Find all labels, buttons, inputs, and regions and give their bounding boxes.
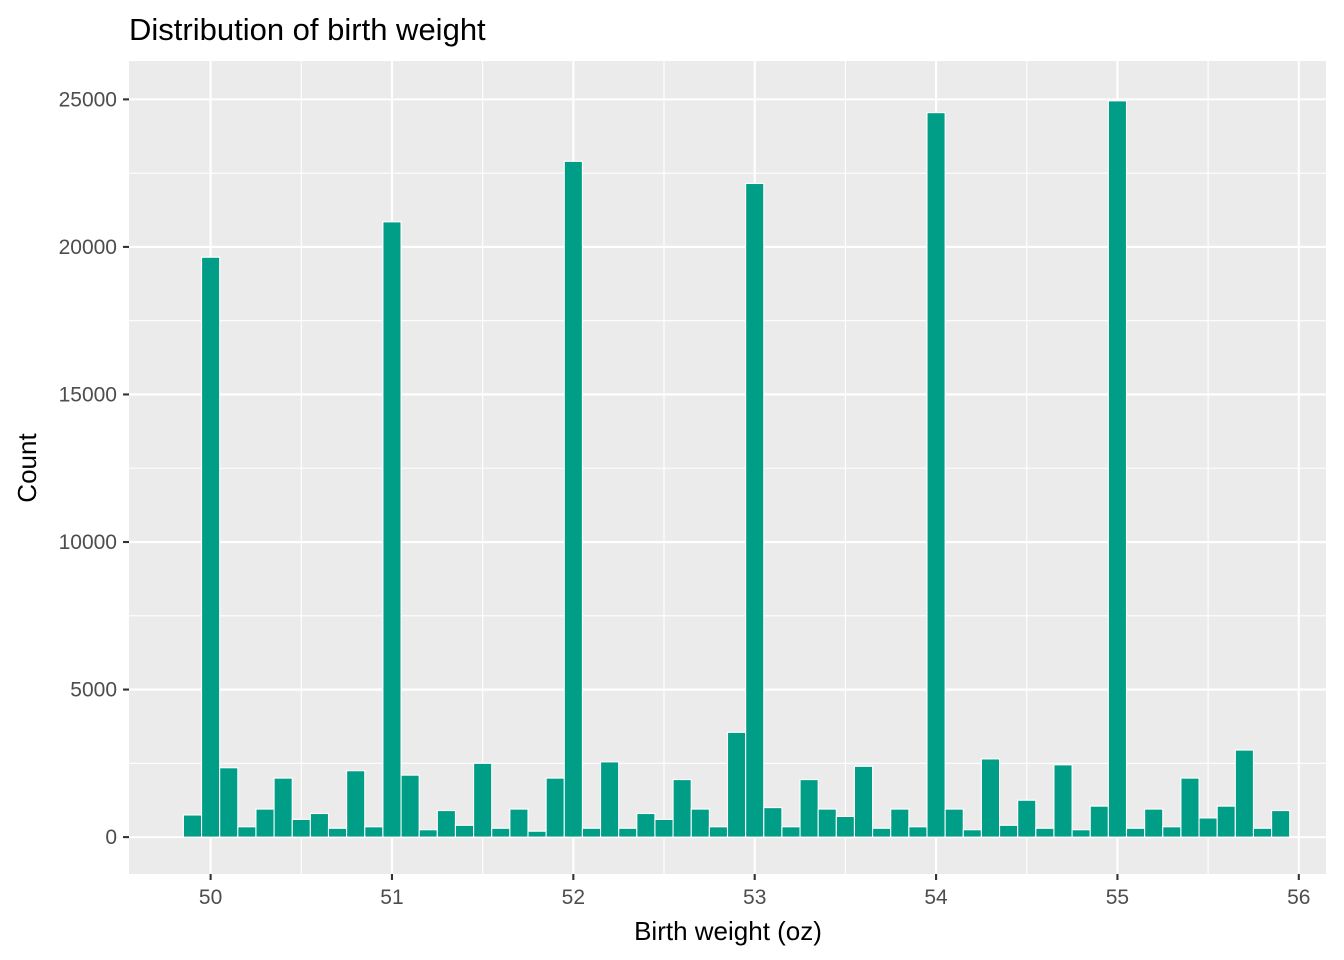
histogram-bar xyxy=(1089,805,1109,838)
histogram-bar xyxy=(1198,817,1218,838)
histogram-bar xyxy=(273,777,293,838)
histogram-bar xyxy=(291,818,311,838)
x-axis-title: Birth weight (oz) xyxy=(634,916,822,946)
y-axis-title: Count xyxy=(12,433,42,503)
chart-title: Distribution of birth weight xyxy=(129,12,486,47)
y-tick-label: 5000 xyxy=(70,679,117,702)
histogram-bar xyxy=(1053,764,1073,838)
histogram-bar xyxy=(237,826,257,838)
x-tick-label: 56 xyxy=(1287,886,1310,909)
histogram-bar xyxy=(998,824,1019,838)
histogram-bar xyxy=(382,221,402,838)
histogram-bar xyxy=(980,758,1001,838)
histogram-bar xyxy=(926,112,946,838)
x-tick-label: 55 xyxy=(1106,886,1129,909)
x-tick-label: 52 xyxy=(562,886,585,909)
histogram-bar xyxy=(255,808,275,838)
y-tick-label: 20000 xyxy=(59,236,117,259)
histogram-bar xyxy=(364,826,384,838)
histogram-bar xyxy=(1107,100,1128,838)
histogram-bar xyxy=(1252,827,1273,838)
histogram-bar xyxy=(890,808,910,838)
histogram-bar xyxy=(436,810,457,838)
histogram-bar xyxy=(1125,827,1146,838)
histogram-bar xyxy=(908,826,928,838)
histogram-bar xyxy=(454,824,475,838)
histogram-bar xyxy=(309,812,330,838)
histogram-bar xyxy=(654,818,674,838)
histogram-bar xyxy=(672,779,692,838)
x-axis: 50 51 52 53 54 55 56 xyxy=(199,874,1310,909)
histogram-bar xyxy=(835,815,856,838)
histogram-bar xyxy=(491,827,511,838)
histogram-bar xyxy=(346,770,366,838)
histogram-bar xyxy=(581,827,602,838)
histogram-bar xyxy=(219,767,239,838)
histogram-bar xyxy=(708,826,729,838)
histogram-bar xyxy=(853,765,874,838)
y-tick-label: 0 xyxy=(105,826,117,849)
histogram-bar xyxy=(1180,777,1200,838)
histogram-bar xyxy=(690,808,710,838)
histogram-bar xyxy=(1071,829,1091,838)
histogram-bar xyxy=(473,762,493,838)
histogram-bar xyxy=(799,779,819,838)
histogram-bars xyxy=(182,100,1291,838)
histogram-bar xyxy=(1017,799,1037,838)
histogram-bar xyxy=(726,731,747,838)
histogram-bar xyxy=(817,808,837,838)
histogram-bar xyxy=(182,814,203,838)
histogram-bar xyxy=(745,182,765,838)
histogram-bar xyxy=(418,829,438,838)
y-tick-label: 25000 xyxy=(59,88,117,111)
histogram-bar xyxy=(1271,810,1291,838)
y-tick-label: 10000 xyxy=(59,531,117,554)
histogram-bar xyxy=(763,807,783,838)
histogram-bar xyxy=(1234,749,1255,838)
histogram-bar xyxy=(545,777,565,838)
x-tick-label: 54 xyxy=(924,886,948,909)
histogram-bar xyxy=(400,774,420,838)
histogram-bar xyxy=(1162,826,1182,838)
histogram-bar xyxy=(636,812,656,838)
histogram-bar xyxy=(527,830,547,838)
histogram-bar xyxy=(944,808,964,838)
histogram-bar xyxy=(1035,827,1055,838)
histogram-bar xyxy=(200,256,221,838)
y-tick-label: 15000 xyxy=(59,383,117,406)
histogram-bar xyxy=(872,827,892,838)
x-tick-label: 51 xyxy=(380,886,403,909)
histogram-bar xyxy=(599,761,620,838)
y-axis: 0 5000 10000 15000 20000 25000 xyxy=(59,88,129,849)
histogram-bar xyxy=(509,808,529,838)
x-tick-label: 50 xyxy=(199,886,222,909)
histogram-bar xyxy=(781,826,801,838)
histogram-bar xyxy=(618,827,638,838)
histogram-bar xyxy=(1216,805,1236,838)
histogram-bar xyxy=(962,829,982,838)
histogram-bar xyxy=(1144,808,1164,838)
histogram-bar xyxy=(563,160,583,838)
histogram-bar xyxy=(327,827,348,838)
x-tick-label: 53 xyxy=(743,886,766,909)
